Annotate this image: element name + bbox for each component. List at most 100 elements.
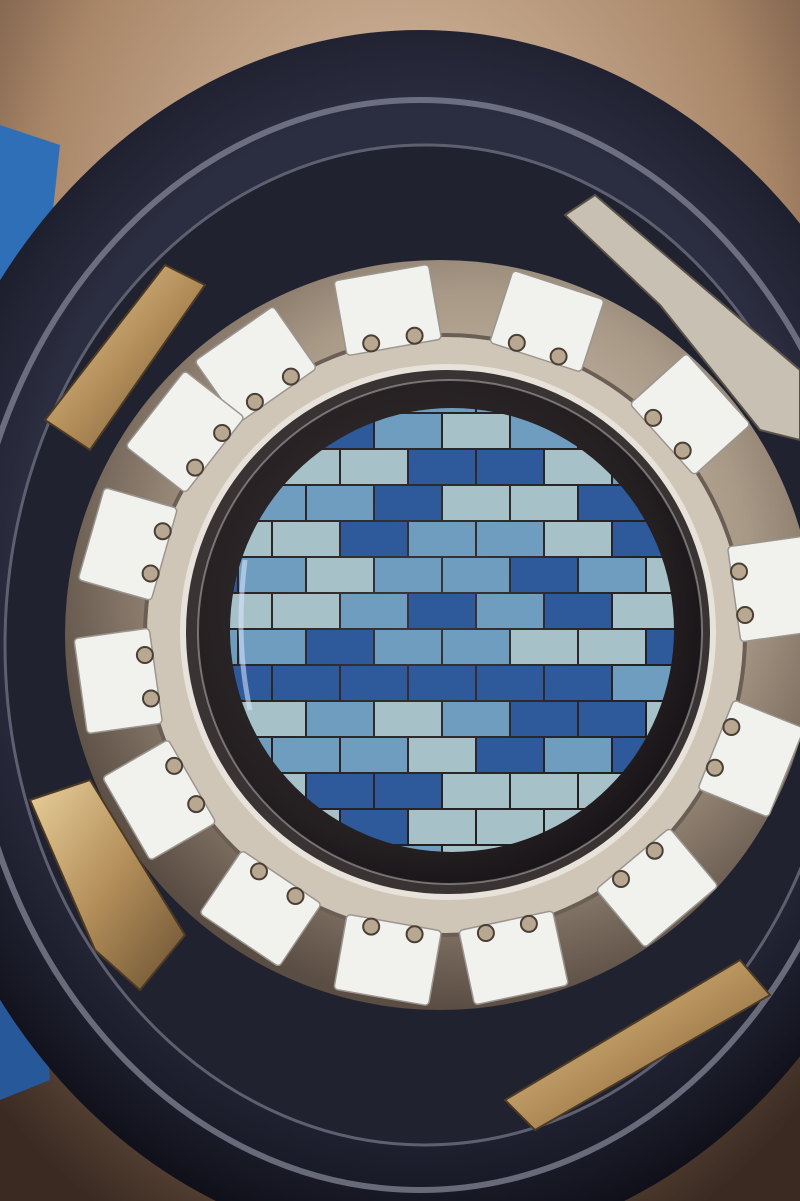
bolt	[507, 333, 526, 352]
ccd-chip	[409, 738, 475, 772]
bracket-lower-left	[28, 778, 187, 992]
bolt	[281, 367, 300, 386]
ccd-chip	[443, 414, 509, 448]
clamp-pad	[333, 264, 442, 356]
ccd-chip	[307, 486, 373, 520]
ccd-chip	[375, 414, 441, 448]
clamp-pad	[126, 371, 244, 493]
ccd-chip	[511, 774, 577, 808]
ccd-chip	[409, 408, 475, 412]
bracket-lower-right	[503, 958, 772, 1132]
bracket-upper-left	[43, 263, 207, 452]
ccd-chip	[409, 810, 475, 844]
ccd-chip	[511, 558, 577, 592]
bolt	[186, 458, 205, 477]
clamp-pad	[103, 740, 216, 860]
clamp-pad	[596, 828, 718, 947]
ccd-chip	[273, 738, 339, 772]
ccd-chip	[375, 702, 441, 736]
bolt	[187, 795, 206, 814]
ccd-chip	[443, 846, 509, 852]
glass-glare	[238, 559, 253, 711]
ccd-chip	[511, 630, 577, 664]
ccd-chip	[230, 594, 271, 628]
ccd-chip	[341, 594, 407, 628]
bolt	[736, 606, 755, 624]
bolt	[549, 347, 568, 366]
glass-reflection	[197, 379, 703, 885]
bolt	[135, 646, 154, 664]
bolt	[286, 887, 305, 905]
ccd-chip	[239, 558, 305, 592]
ccd-chip	[409, 522, 475, 556]
ccd-chip	[443, 774, 509, 808]
bolt	[705, 758, 724, 777]
ccd-chip	[579, 630, 645, 664]
ccd-chip	[579, 702, 645, 736]
ccd-chip	[273, 594, 339, 628]
bolt	[612, 870, 630, 888]
ccd-chip	[375, 774, 441, 808]
outer-highlight-ring	[0, 97, 800, 1193]
ccd-chip	[477, 738, 543, 772]
ccd-chip	[375, 558, 441, 592]
ccd-chip	[307, 702, 373, 736]
ccd-chip	[307, 558, 373, 592]
ccd-chip	[511, 702, 577, 736]
ccd-chip	[443, 702, 509, 736]
bolt	[644, 408, 663, 427]
ccd-chip	[647, 630, 674, 664]
bolt	[213, 424, 232, 442]
bolt	[405, 326, 424, 345]
ccd-chip	[477, 594, 543, 628]
bolt	[673, 441, 692, 460]
ccd-chip	[409, 666, 475, 700]
clamp-pad	[333, 914, 442, 1006]
ccd-chip	[341, 450, 407, 484]
ccd-chip	[477, 666, 543, 700]
bolt	[722, 718, 741, 736]
ccd-chip	[409, 594, 475, 628]
clamp-pad	[73, 627, 163, 734]
bolt	[476, 924, 495, 942]
clamp-pad	[630, 354, 750, 475]
ccd-chip	[341, 522, 407, 556]
ccd-chip	[341, 666, 407, 700]
bolt	[730, 562, 748, 581]
ccd-chip	[511, 486, 577, 520]
bolt	[245, 392, 264, 411]
ccd-chip	[273, 666, 339, 700]
bolt	[165, 756, 184, 775]
ccd-chip	[477, 450, 543, 484]
clamp-pad	[200, 851, 321, 967]
bolt	[362, 334, 381, 353]
ccd-chip	[443, 486, 509, 520]
bolt	[519, 914, 538, 933]
clamp-pad	[195, 306, 316, 423]
ccd-chip	[239, 630, 305, 664]
bolt	[362, 917, 381, 936]
ccd-chip	[443, 630, 509, 664]
ccd-chip	[545, 522, 611, 556]
ccd-chip	[579, 558, 645, 592]
ccd-chip	[375, 630, 441, 664]
ccd-chip	[307, 630, 373, 664]
bolt	[405, 925, 424, 944]
ccd-chip	[273, 522, 339, 556]
ccd-chip	[443, 558, 509, 592]
bolt	[645, 841, 664, 860]
ccd-chip	[409, 450, 475, 484]
ccd-chip	[341, 738, 407, 772]
ccd-chip	[545, 666, 611, 700]
bracket-upper-right	[563, 193, 800, 442]
ccd-chip	[613, 594, 674, 628]
ccd-chip	[545, 594, 611, 628]
ccd-chip	[613, 666, 674, 700]
bolt	[153, 522, 172, 541]
bolt	[142, 689, 160, 708]
ccd-chip	[307, 774, 373, 808]
ccd-chip	[375, 486, 441, 520]
bolt	[250, 862, 268, 881]
